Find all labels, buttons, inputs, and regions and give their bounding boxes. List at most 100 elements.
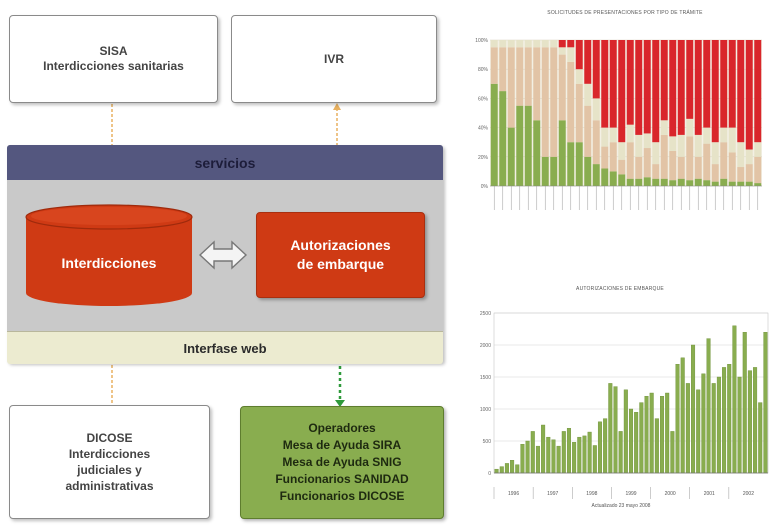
operadores-line-1: Operadores — [308, 421, 376, 435]
autorizaciones-line1: Autorizaciones — [290, 237, 391, 253]
chart1-bar-segment — [592, 164, 600, 186]
chart1-bar-segment — [516, 47, 524, 106]
chart2-bar — [499, 466, 504, 474]
chart2-bar — [696, 389, 701, 474]
chart1-bar-segment — [677, 156, 685, 179]
chart1-bar-segment — [635, 40, 643, 135]
chart1-bar-segment — [558, 54, 566, 121]
interdicciones-label: Interdicciones — [61, 255, 157, 271]
chart2-xlabel: Actualizado 23 mayo 2008 — [592, 503, 651, 509]
chart2-ytick-label: 1500 — [480, 375, 491, 381]
dicose-line-4: administrativas — [65, 479, 154, 493]
chart1-bar-segment — [635, 156, 643, 179]
cylinder-top-highlight — [31, 207, 187, 225]
chart1-bar-segment — [686, 180, 694, 186]
chart1-bar-segment — [720, 40, 728, 128]
operadores-box: Operadores Mesa de Ayuda SIRA Mesa de Ay… — [240, 406, 444, 519]
chart1-bar-segment — [592, 98, 600, 121]
chart1-bar-segment — [592, 40, 600, 99]
chart2-bar — [608, 383, 613, 474]
chart1-bar-segment — [567, 142, 575, 186]
chart2-ytick-label: 2000 — [480, 343, 491, 349]
sisa-title: SISA — [99, 44, 128, 58]
chart1-bar-segment — [728, 152, 736, 182]
chart1-bar-segment — [745, 164, 753, 182]
chart1-bar-segment — [584, 156, 592, 186]
chart1-bar-segment — [643, 148, 651, 178]
chart1-bar-segment — [694, 134, 702, 157]
sisa-box: SISA Interdicciones sanitarias — [9, 15, 218, 103]
chart2-bar — [572, 442, 577, 474]
chart1-bar-segment — [635, 178, 643, 186]
chart1-bar-segment — [720, 142, 728, 179]
chart2-bar — [603, 418, 608, 474]
operadores-line-4: Funcionarios SANIDAD — [275, 472, 409, 486]
chart1-bar-segment — [711, 181, 719, 186]
chart1-bar-segment — [516, 40, 524, 48]
chart1-bar-segment — [609, 142, 617, 172]
chart2-bar — [716, 376, 721, 474]
chart2-bar — [634, 411, 639, 474]
chart1-bar-segment — [524, 105, 532, 186]
chart1-bar-segment — [660, 40, 668, 121]
chart2-bar — [670, 431, 675, 474]
chart2-bar — [665, 392, 670, 474]
chart2-bar — [556, 445, 561, 474]
chart1-bar-segment — [490, 47, 498, 84]
chart1-bar-segment — [533, 47, 541, 121]
chart2-bar — [530, 431, 535, 474]
chart1-bar-segment — [720, 127, 728, 143]
chart2-bar — [515, 464, 520, 474]
chart2-bar — [747, 370, 752, 474]
chart1-bar-segment — [575, 83, 583, 143]
chart1-bar-segment — [754, 142, 762, 157]
chart1-bar-segment — [711, 40, 719, 143]
chart1-bar-segment — [669, 136, 677, 151]
chart1-bar-segment — [754, 183, 762, 186]
dicose-box: DICOSE Interdicciones judiciales y admin… — [9, 405, 210, 519]
chart1-bar-segment — [694, 178, 702, 186]
chart2-bar — [758, 402, 763, 474]
chart1-bar-segment — [737, 181, 745, 186]
chart1-bar-segment — [745, 40, 753, 150]
chart1-bar-segment — [490, 40, 498, 48]
chart1-bar-segment — [686, 118, 694, 137]
chart1-bar-segment — [652, 142, 660, 165]
chart1-bar-segment — [720, 178, 728, 186]
chart1-bar-segment — [643, 40, 651, 134]
chart2-bar — [613, 386, 618, 474]
chart1-bar-segment — [643, 133, 651, 149]
chart1-bar-segment — [652, 40, 660, 143]
chart1-bar-segment — [703, 127, 711, 144]
chart2-bar — [628, 408, 634, 474]
chart1-bar-segment — [499, 47, 507, 92]
chart1-bar-segment — [601, 168, 609, 186]
servicios-label: servicios — [194, 154, 256, 171]
chart1-bar-segment — [575, 142, 583, 186]
chart1-bar-segment — [609, 171, 617, 186]
ivr-arrowhead — [333, 103, 341, 110]
interfase-web-band: Interfase web — [7, 331, 443, 364]
chart1-bar-segment — [660, 120, 668, 135]
servicios-band: servicios — [7, 145, 443, 180]
chart1-bar-segment — [567, 61, 575, 143]
chart2-ytick-label: 1000 — [480, 407, 491, 413]
chart1-bar-segment — [567, 40, 575, 48]
chart1-ytick-label: 20% — [478, 155, 489, 161]
bidirectional-arrow-icon — [198, 240, 248, 270]
chart2-bar — [561, 431, 566, 474]
dicose-line-1: DICOSE — [86, 431, 133, 445]
chart1-bar-segment — [541, 40, 549, 48]
chart2-bar — [504, 463, 509, 474]
chart1-bar-segment — [745, 181, 753, 186]
chart2-year-label: 2000 — [665, 491, 676, 497]
chart1-bar-segment — [728, 181, 736, 186]
chart1-bar-segment — [669, 150, 677, 181]
chart2-bar — [520, 443, 525, 474]
chart1-bar-segment — [686, 40, 694, 119]
chart1-bar-segment — [711, 142, 719, 165]
chart1-bar-segment — [737, 40, 745, 143]
chart1-bar-segment — [601, 40, 609, 128]
chart1-bar-segment — [754, 40, 762, 143]
chart2-ytick-label: 500 — [483, 439, 492, 445]
